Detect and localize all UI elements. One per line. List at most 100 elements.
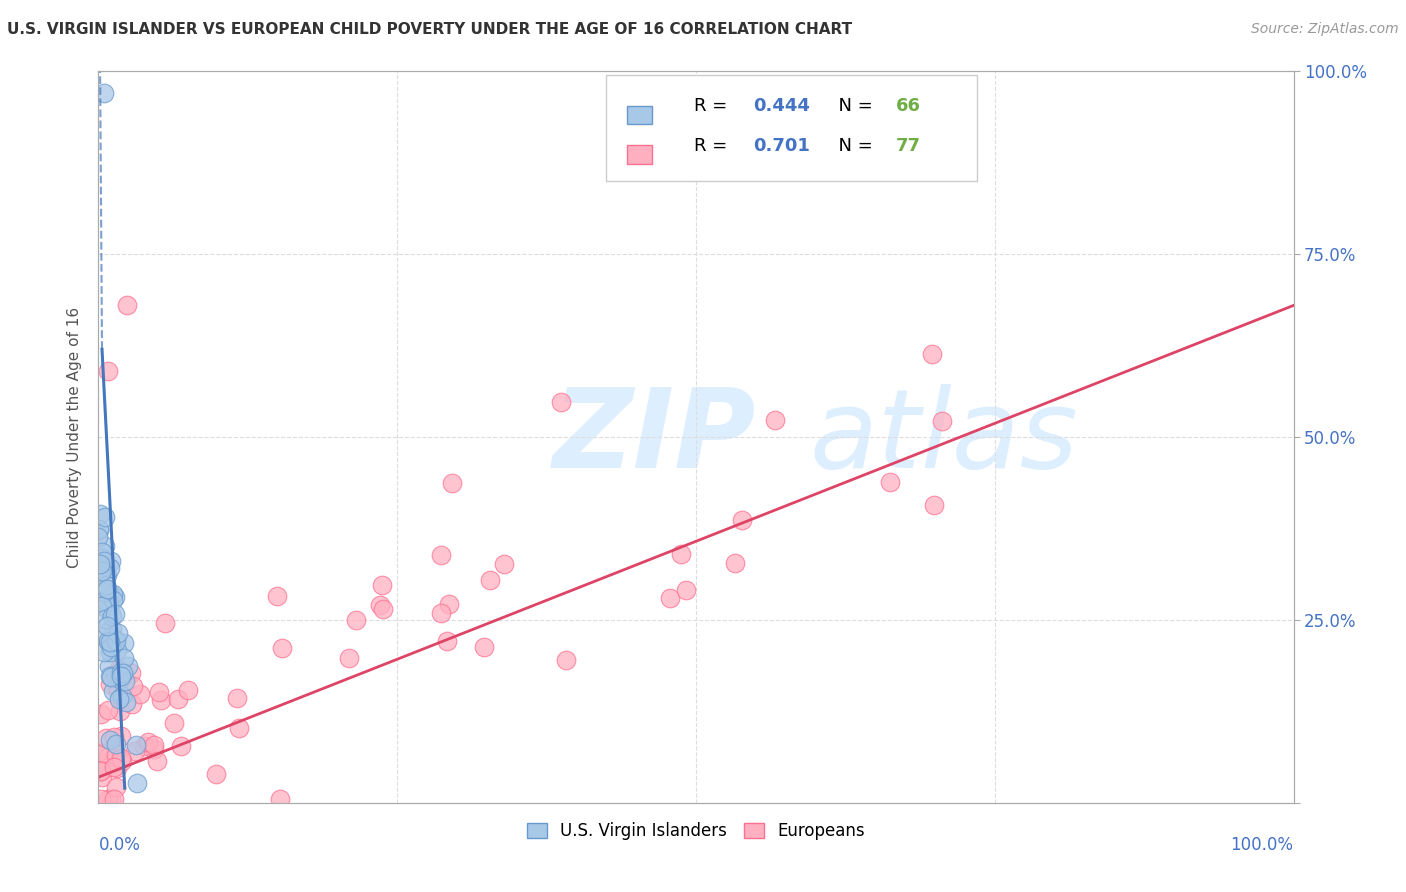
Point (105, 780, 128, 794)
Point (430, 606, 453, 620)
Point (110, 668, 132, 682)
Point (111, 666, 134, 681)
Point (107, 626, 129, 640)
Point (89, 524, 111, 538)
Point (228, 721, 250, 735)
Point (90, 562, 112, 576)
Point (440, 475, 463, 490)
Point (98, 599, 121, 613)
Point (91, 771, 114, 785)
Point (97, 364, 120, 378)
Point (91, 582, 114, 597)
Point (101, 592, 124, 607)
Y-axis label: Child Poverty Under the Age of 16: Child Poverty Under the Age of 16 (67, 307, 83, 567)
Point (97, 633, 120, 648)
Point (89, 764, 111, 778)
Text: R =: R = (693, 137, 733, 155)
Point (114, 695, 136, 709)
Point (931, 414, 953, 428)
Point (91, 599, 114, 613)
Point (97, 750, 120, 764)
Point (97, 634, 120, 648)
Point (94, 510, 117, 524)
Point (149, 693, 172, 707)
Point (104, 737, 127, 751)
Point (472, 640, 495, 655)
Point (112, 636, 135, 650)
Point (104, 591, 127, 605)
Point (98, 677, 121, 691)
Point (105, 643, 128, 657)
Point (176, 683, 198, 698)
Point (103, 730, 125, 744)
Point (97, 792, 120, 806)
Legend: U.S. Virgin Islanders, Europeans: U.S. Virgin Islanders, Europeans (520, 816, 872, 847)
Point (90, 792, 112, 806)
Point (110, 729, 132, 743)
Point (110, 665, 132, 679)
Point (100, 553, 122, 567)
Point (205, 767, 228, 781)
Point (101, 684, 124, 698)
Point (89, 557, 111, 571)
Point (93, 625, 115, 640)
Point (731, 513, 754, 527)
Point (368, 599, 391, 613)
Point (337, 650, 360, 665)
Point (146, 754, 169, 768)
Text: 0.0%: 0.0% (98, 836, 141, 854)
Point (93, 747, 115, 761)
Point (167, 692, 190, 706)
Text: atlas: atlas (810, 384, 1078, 491)
Point (104, 666, 127, 681)
Point (121, 697, 143, 711)
Text: 0.701: 0.701 (754, 137, 810, 155)
Point (492, 557, 515, 571)
Point (96, 568, 118, 582)
Text: 0.444: 0.444 (754, 97, 810, 115)
Point (104, 607, 127, 622)
Point (115, 298, 138, 312)
Point (124, 744, 146, 758)
Point (105, 762, 128, 776)
Point (94, 585, 117, 599)
Point (98, 732, 121, 747)
Point (107, 684, 129, 698)
Point (91, 564, 114, 578)
Point (371, 602, 394, 616)
Point (125, 776, 148, 790)
Point (129, 687, 152, 701)
Point (153, 615, 176, 630)
Point (97, 603, 120, 617)
Text: N =: N = (827, 137, 879, 155)
Point (91, 747, 114, 762)
Point (110, 672, 132, 686)
Point (103, 587, 125, 601)
FancyBboxPatch shape (606, 75, 977, 181)
Point (94, 598, 117, 612)
Point (96, 582, 118, 596)
Text: Source: ZipAtlas.com: Source: ZipAtlas.com (1251, 22, 1399, 37)
Point (93, 540, 115, 554)
Text: 77: 77 (896, 137, 921, 155)
Point (105, 633, 128, 648)
Point (100, 670, 122, 684)
Point (763, 413, 786, 427)
Point (370, 578, 392, 592)
Point (91, 550, 114, 565)
Point (100, 637, 122, 651)
Point (270, 640, 292, 655)
Point (100, 640, 122, 654)
Point (96, 578, 118, 592)
Point (170, 739, 193, 753)
Point (922, 498, 945, 512)
Point (120, 665, 142, 680)
Point (117, 659, 139, 673)
Point (436, 634, 458, 648)
FancyBboxPatch shape (627, 106, 651, 124)
Point (114, 674, 136, 689)
Text: ZIP: ZIP (553, 384, 756, 491)
Point (555, 653, 578, 667)
Point (100, 792, 122, 806)
Point (430, 549, 453, 563)
